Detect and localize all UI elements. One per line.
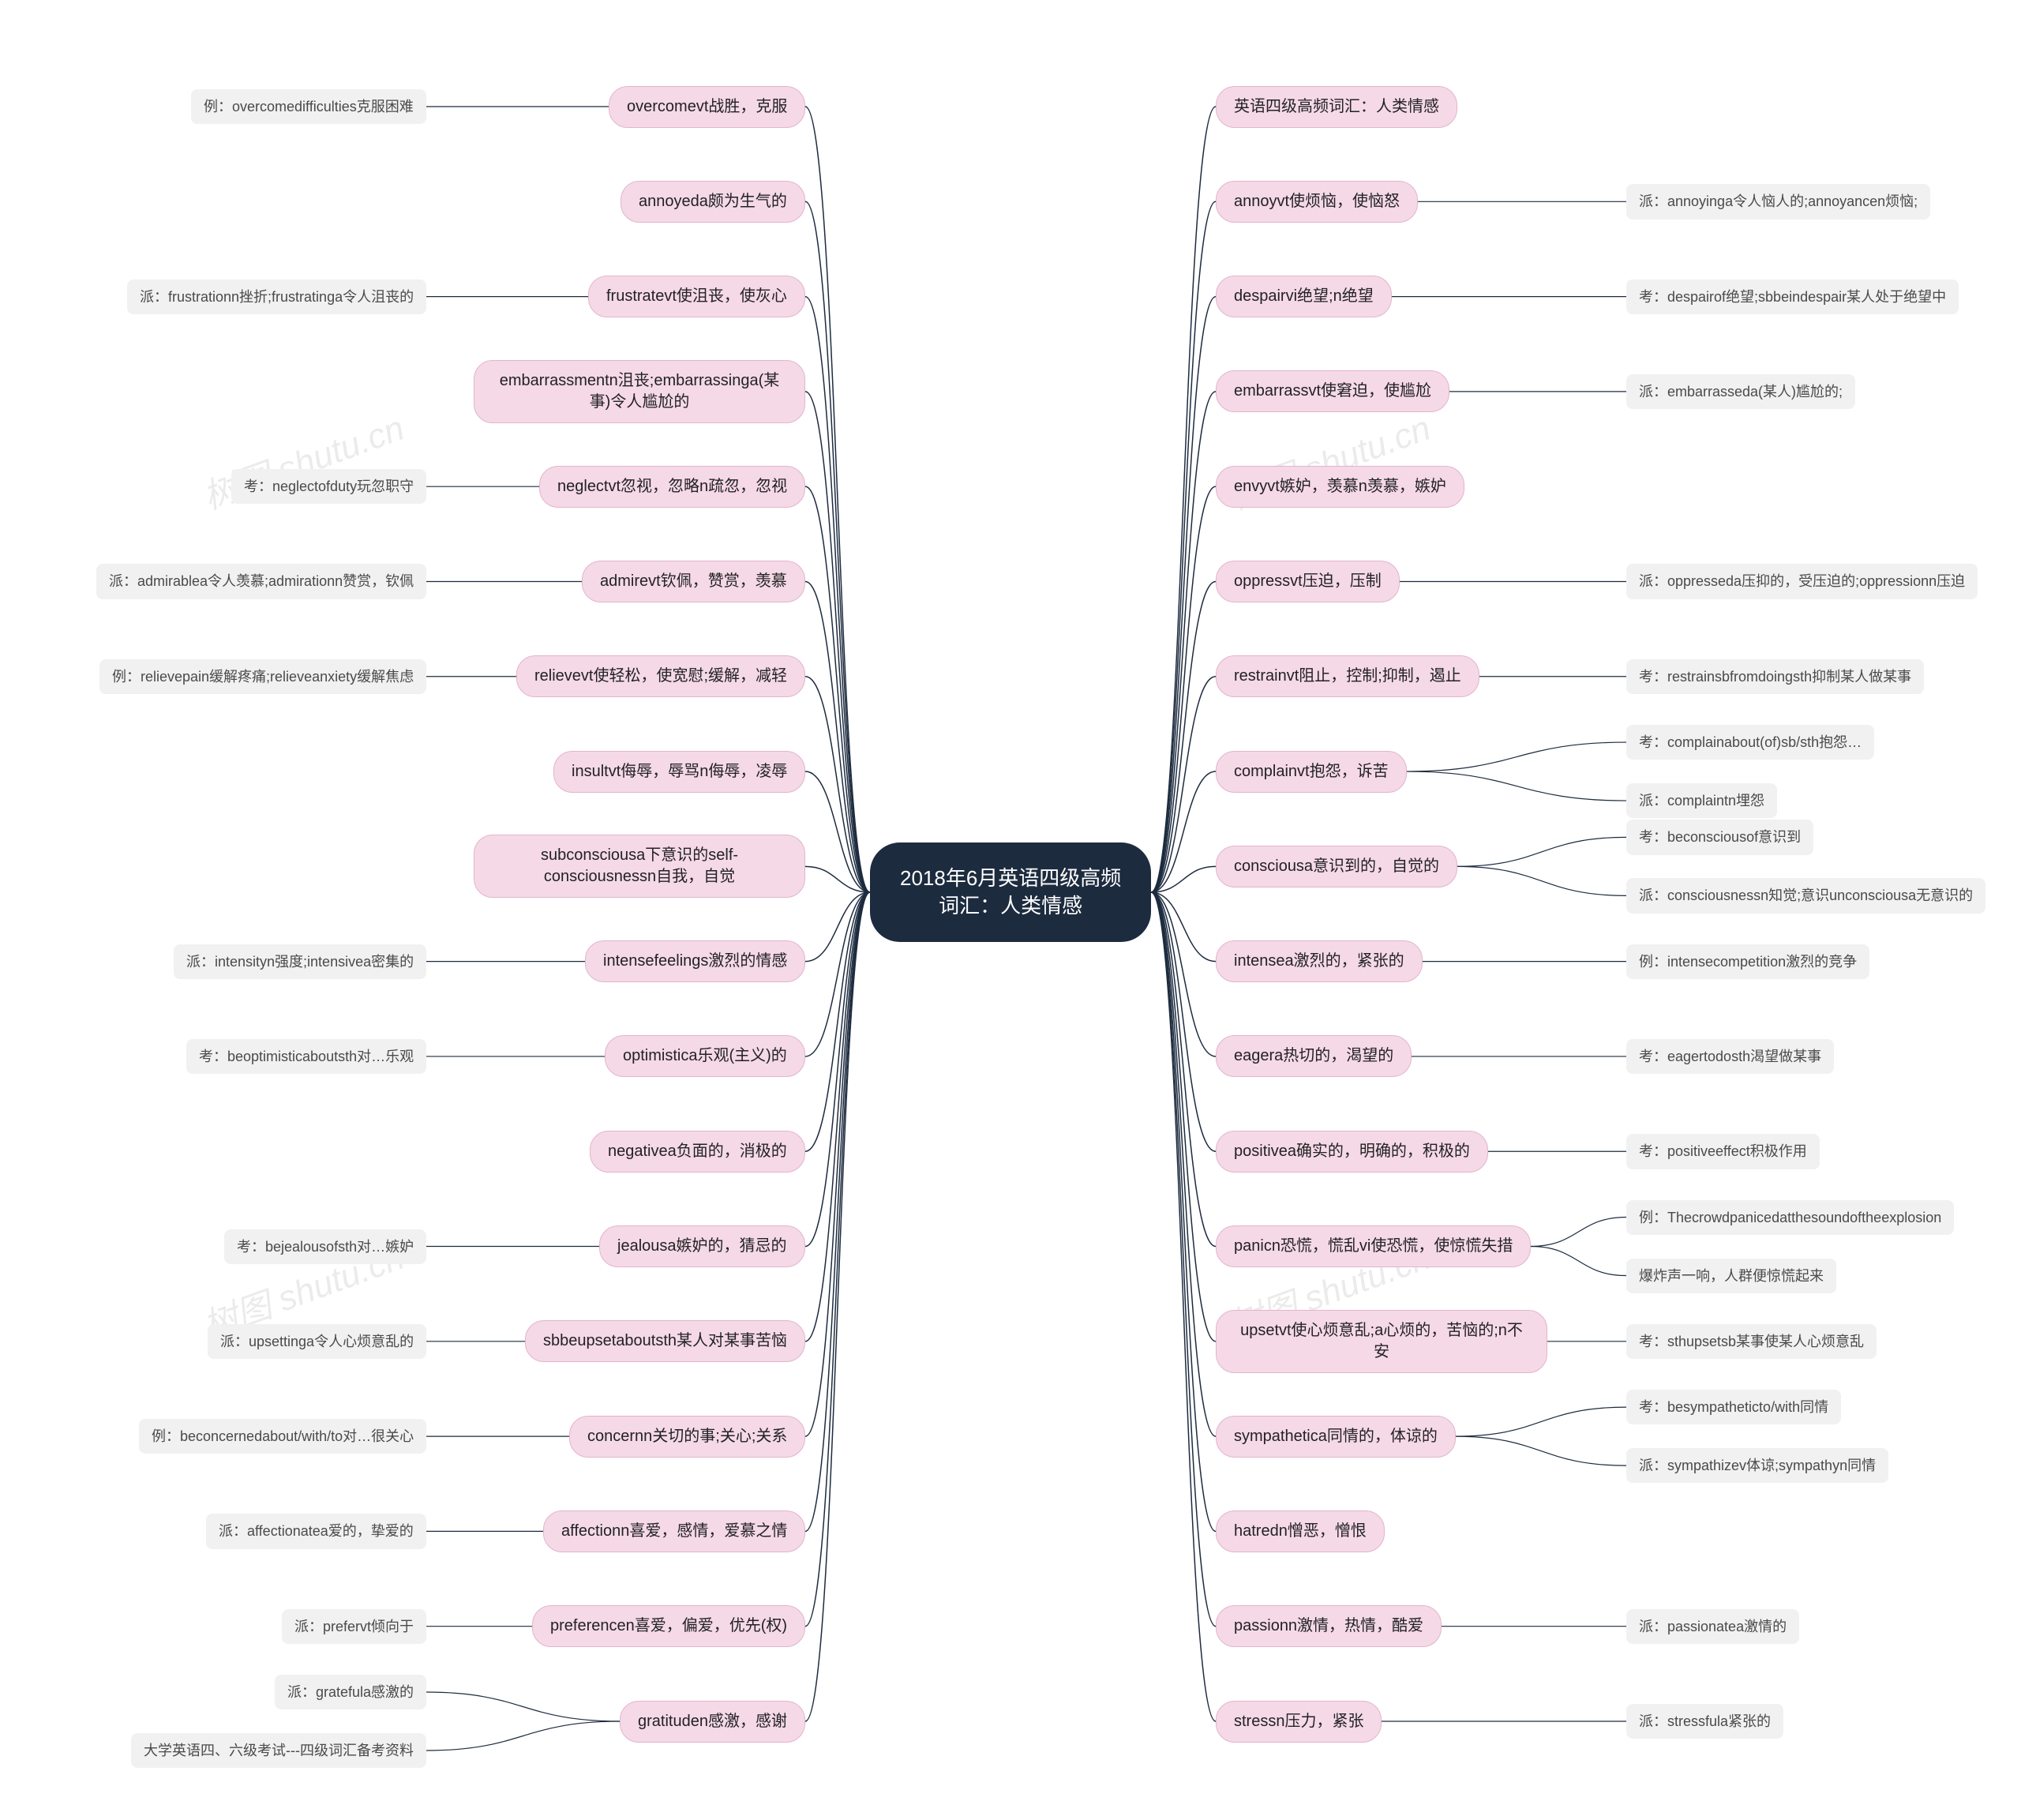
left-primary-14: concernn关切的事;关心;关系: [569, 1416, 805, 1458]
right-primary-2: despairvi绝望;n绝望: [1216, 276, 1392, 317]
right-leaf-14-1: 派：sympathizev体谅;sympathyn同情: [1626, 1448, 1888, 1483]
left-leaf-2-0: 派：frustrationn挫折;frustratinga令人沮丧的: [127, 280, 426, 314]
mindmap-canvas: 树图 shutu.cn树图 shutu.cn树图 shutu.cn树图 shut…: [0, 0, 2021, 1820]
left-leaf-10-0: 考：beoptimisticaboutsth对…乐观: [186, 1039, 426, 1074]
right-leaf-14-0: 考：besympatheticto/with同情: [1626, 1390, 1841, 1424]
left-leaf-17-0: 派：gratefula感激的: [275, 1675, 426, 1709]
right-leaf-8-0: 考：beconsciousof意识到: [1626, 820, 1813, 854]
right-leaf-17-0: 派：stressfula紧张的: [1626, 1704, 1783, 1739]
center-node: 2018年6月英语四级高频词汇：人类情感: [870, 842, 1151, 942]
left-leaf-6-0: 例：relievepain缓解疼痛;relieveanxiety缓解焦虑: [99, 659, 426, 694]
right-primary-0: 英语四级高频词汇：人类情感: [1216, 86, 1457, 128]
right-primary-5: oppressvt压迫，压制: [1216, 561, 1400, 602]
right-primary-3: embarrassvt使窘迫，使尴尬: [1216, 370, 1449, 412]
right-leaf-9-0: 例：intensecompetition激烈的竞争: [1626, 944, 1869, 979]
right-primary-15: hatredn憎恶，憎恨: [1216, 1510, 1385, 1552]
left-leaf-9-0: 派：intensityn强度;intensivea密集的: [174, 944, 426, 979]
left-primary-9: intensefeelings激烈的情感: [585, 940, 805, 982]
right-leaf-16-0: 派：passionatea激情的: [1626, 1609, 1799, 1644]
left-primary-10: optimistica乐观(主义)的: [605, 1035, 805, 1077]
right-primary-1: annoyvt使烦恼，使恼怒: [1216, 181, 1418, 223]
right-leaf-11-0: 考：positiveeffect积极作用: [1626, 1134, 1820, 1169]
left-primary-5: admirevt钦佩，赞赏，羡慕: [582, 561, 805, 602]
right-leaf-1-0: 派：annoyinga令人恼人的;annoyancen烦恼;: [1626, 184, 1930, 219]
left-primary-7: insultvt侮辱，辱骂n侮辱，凌辱: [553, 751, 805, 793]
left-primary-8: subconsciousa下意识的self-consciousnessn自我，自…: [474, 835, 805, 898]
left-primary-4: neglectvt忽视，忽略n疏忽，忽视: [539, 466, 805, 508]
right-leaf-13-0: 考：sthupsetsb某事使某人心烦意乱: [1626, 1324, 1877, 1359]
right-primary-17: stressn压力，紧张: [1216, 1701, 1382, 1743]
right-primary-6: restrainvt阻止，控制;抑制，遏止: [1216, 655, 1479, 697]
right-primary-12: panicn恐慌，慌乱vi使恐慌，使惊慌失措: [1216, 1225, 1531, 1267]
left-leaf-13-0: 派：upsettinga令人心烦意乱的: [208, 1324, 426, 1359]
left-leaf-4-0: 考：neglectofduty玩忽职守: [231, 469, 426, 504]
right-primary-13: upsetvt使心烦意乱;a心烦的，苦恼的;n不安: [1216, 1310, 1547, 1373]
left-primary-1: annoyeda颇为生气的: [621, 181, 805, 223]
right-leaf-3-0: 派：embarrasseda(某人)尴尬的;: [1626, 374, 1855, 409]
left-primary-6: relievevt使轻松，使宽慰;缓解，减轻: [516, 655, 805, 697]
right-primary-11: positivea确实的，明确的，积极的: [1216, 1131, 1488, 1173]
right-leaf-6-0: 考：restrainsbfromdoingsth抑制某人做某事: [1626, 659, 1924, 694]
right-leaf-5-0: 派：oppresseda压抑的，受压迫的;oppressionn压迫: [1626, 564, 1978, 599]
right-primary-16: passionn激情，热情，酷爱: [1216, 1605, 1442, 1647]
right-leaf-8-1: 派：consciousnessn知觉;意识unconsciousa无意识的: [1626, 878, 1985, 913]
left-leaf-15-0: 派：affectionatea爱的，挚爱的: [206, 1514, 426, 1548]
left-primary-17: gratituden感激，感谢: [620, 1701, 805, 1743]
left-primary-16: preferencen喜爱，偏爱，优先(权): [532, 1605, 805, 1647]
left-primary-12: jealousa嫉妒的，猜忌的: [599, 1225, 805, 1267]
left-leaf-16-0: 派：prefervt倾向于: [282, 1609, 426, 1644]
left-leaf-12-0: 考：bejealousofsth对…嫉妒: [224, 1229, 426, 1264]
right-leaf-12-0: 例：Thecrowdpanicedatthesoundoftheexplosio…: [1626, 1200, 1954, 1235]
right-primary-10: eagera热切的，渴望的: [1216, 1035, 1412, 1077]
left-primary-15: affectionn喜爱，感情，爱慕之情: [543, 1510, 805, 1552]
left-leaf-14-0: 例：beconcernedabout/with/to对…很关心: [139, 1419, 426, 1454]
left-primary-3: embarrassmentn沮丧;embarrassinga(某事)令人尴尬的: [474, 360, 805, 423]
left-primary-0: overcomevt战胜，克服: [609, 86, 805, 128]
right-primary-7: complainvt抱怨，诉苦: [1216, 751, 1407, 793]
right-primary-4: envyvt嫉妒，羡慕n羡慕，嫉妒: [1216, 466, 1464, 508]
left-primary-13: sbbeupsetaboutsth某人对某事苦恼: [525, 1320, 805, 1362]
right-primary-8: consciousa意识到的，自觉的: [1216, 846, 1457, 887]
left-primary-2: frustratevt使沮丧，使灰心: [588, 276, 805, 317]
left-primary-11: negativea负面的，消极的: [590, 1131, 805, 1173]
right-leaf-10-0: 考：eagertodosth渴望做某事: [1626, 1039, 1834, 1074]
right-primary-9: intensea激烈的，紧张的: [1216, 940, 1423, 982]
right-leaf-7-1: 派：complaintn埋怨: [1626, 783, 1777, 818]
node-line-0: 2018年6月英语四级高频: [900, 866, 1121, 890]
node-line-1: 词汇：人类情感: [939, 894, 1082, 918]
left-leaf-5-0: 派：admirablea令人羡慕;admirationn赞赏，钦佩: [96, 564, 426, 599]
right-leaf-2-0: 考：despairof绝望;sbbeindespair某人处于绝望中: [1626, 280, 1959, 314]
right-leaf-12-1: 爆炸声一响，人群便惊慌起来: [1626, 1259, 1836, 1293]
left-leaf-17-1: 大学英语四、六级考试---四级词汇备考资料: [131, 1733, 426, 1768]
left-leaf-0-0: 例：overcomedifficulties克服困难: [191, 89, 426, 124]
right-leaf-7-0: 考：complainabout(of)sb/sth抱怨…: [1626, 725, 1874, 760]
right-primary-14: sympathetica同情的，体谅的: [1216, 1416, 1456, 1458]
